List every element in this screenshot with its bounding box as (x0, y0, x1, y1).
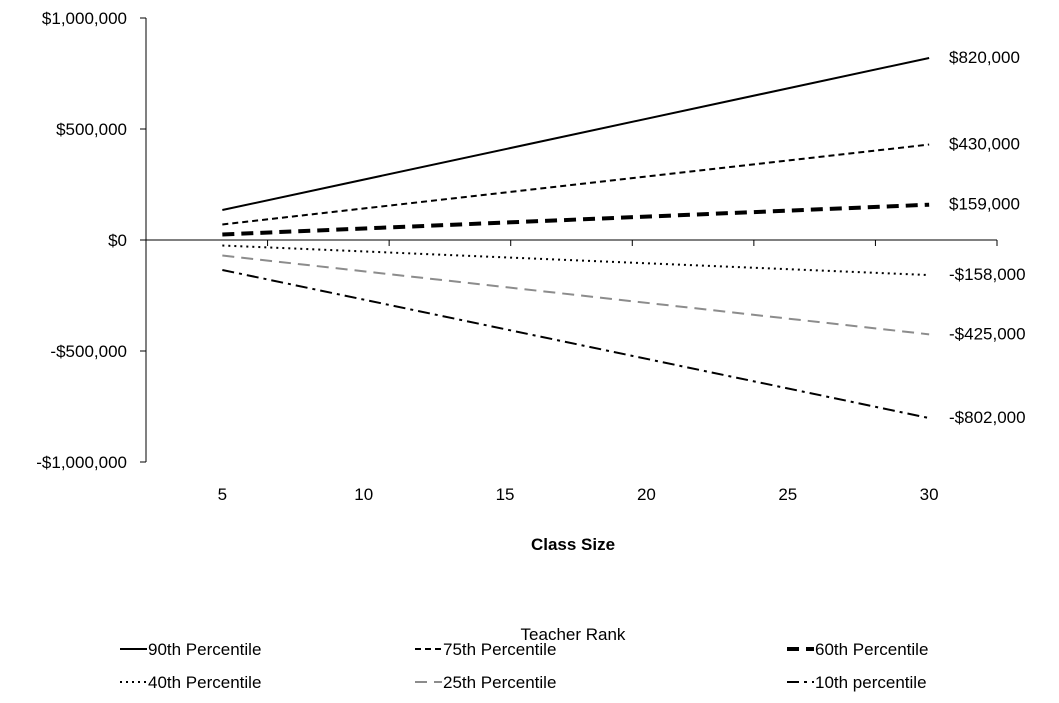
x-tick-label: 5 (218, 485, 227, 504)
series-layer (222, 56, 930, 420)
legend-label-1: 75th Percentile (443, 640, 556, 659)
legend-label-0: 90th Percentile (148, 640, 261, 659)
y-tick-label: $1,000,000 (42, 9, 127, 28)
series-line-2 (222, 202, 930, 237)
y-tick-label: $500,000 (56, 120, 127, 139)
legend-item-0: 90th Percentile (120, 640, 261, 659)
series-line-3 (222, 244, 930, 277)
axes: $1,000,000 $500,000 $0 -$500,000 -$1,000,000… (36, 9, 998, 504)
legend-label-5: 10th percentile (815, 673, 927, 692)
end-labels: $820,000 $430,000 $159,000 -$158,000 -$425,0… (949, 48, 1026, 427)
series-line-1 (222, 143, 930, 226)
end-label-5: -$802,000 (949, 408, 1026, 427)
end-label-1: $430,000 (949, 135, 1020, 154)
series-line-4 (222, 254, 930, 336)
legend-label-3: 40th Percentile (148, 673, 261, 692)
legend-item-1: 75th Percentile (415, 640, 556, 659)
x-tick-label: 10 (354, 485, 373, 504)
y-tick-label: -$1,000,000 (36, 453, 127, 472)
y-tick-label: -$500,000 (50, 342, 127, 361)
legend-item-5: 10th percentile (787, 673, 927, 692)
legend-title: Teacher Rank (521, 625, 626, 644)
legend-label-4: 25th Percentile (443, 673, 556, 692)
x-tick-label: 15 (496, 485, 515, 504)
legend-item-4: 25th Percentile (415, 673, 556, 692)
x-tick-label: 30 (920, 485, 939, 504)
end-label-2: $159,000 (949, 195, 1020, 214)
x-tick-label: 20 (637, 485, 656, 504)
end-label-4: -$425,000 (949, 324, 1026, 343)
x-tick-label: 25 (778, 485, 797, 504)
end-label-3: -$158,000 (949, 265, 1026, 284)
series-line-5 (222, 268, 930, 420)
legend: 90th Percentile 75th Percentile 60th Perce… (120, 640, 928, 692)
legend-item-2: 60th Percentile (787, 640, 928, 659)
x-axis-label: Class Size (531, 535, 615, 554)
end-label-0: $820,000 (949, 48, 1020, 67)
legend-label-2: 60th Percentile (815, 640, 928, 659)
legend-item-3: 40th Percentile (120, 673, 261, 692)
y-tick-label: $0 (108, 231, 127, 250)
series-line-0 (222, 56, 930, 212)
